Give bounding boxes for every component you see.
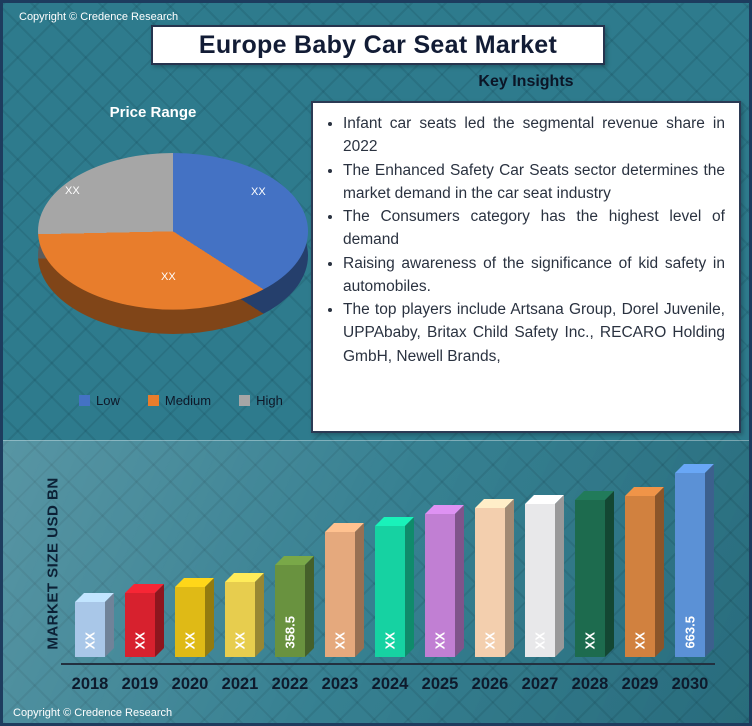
bar-value-label: XX (232, 631, 248, 649)
pie-face (38, 153, 308, 310)
insight-item: The Enhanced Safety Car Seats sector det… (343, 159, 725, 206)
bar-2025: XX (425, 505, 464, 657)
bar-2027: XX (525, 495, 564, 657)
legend-swatch-medium (147, 395, 159, 406)
bar-2028: XX (575, 491, 614, 657)
bar-value-label: XX (432, 631, 448, 649)
bar-slot-2023: XX (315, 523, 365, 657)
bar-side-face (305, 556, 314, 657)
key-insights-list: Infant car seats led the segmental reven… (325, 112, 725, 368)
bar-slot-2019: XX (115, 584, 165, 657)
bar-2029: XX (625, 487, 664, 657)
bar-value-label: XX (332, 631, 348, 649)
key-insights-panel: Infant car seats led the segmental reven… (311, 101, 741, 433)
bar-side-face (705, 464, 714, 657)
x-axis-line (61, 663, 715, 665)
legend-label-medium: Medium (164, 393, 212, 408)
bar-value-label: XX (382, 631, 398, 649)
bar-side-face (105, 593, 114, 657)
bar-side-face (205, 578, 214, 657)
insight-item: The top players include Artsana Group, D… (343, 298, 725, 368)
bar-2020: XX (175, 578, 214, 657)
legend-item-low: Low (79, 393, 120, 408)
bar-slot-2024: XX (365, 517, 415, 657)
x-tick-2020: 2020 (171, 675, 209, 693)
legend-swatch-high (239, 395, 251, 406)
bar-side-face (405, 517, 414, 657)
bar-slot-2026: XX (465, 499, 515, 657)
bar-2024: XX (375, 517, 414, 657)
bar-2023: XX (325, 523, 364, 657)
bar-2018: XX (75, 593, 114, 657)
bar-value-label: XX (482, 631, 498, 649)
x-tick-2029: 2029 (621, 675, 659, 693)
bar-side-face (355, 523, 364, 657)
bar-2030: 663.5 (675, 464, 714, 657)
pie-slice-label-medium: XX (161, 271, 176, 283)
bar-side-face (605, 491, 614, 657)
bar-value-label: 663.5 (682, 616, 698, 649)
bar-side-face (255, 573, 264, 657)
bar-value-label: XX (182, 631, 198, 649)
pie-slice-label-low: XX (251, 186, 266, 198)
bar-value-label: 358.5 (282, 616, 298, 649)
legend-item-medium: Medium (147, 393, 212, 408)
bar-2022: 358.5 (275, 556, 314, 657)
x-tick-2021: 2021 (221, 675, 259, 693)
x-tick-2025: 2025 (421, 675, 459, 693)
x-tick-2023: 2023 (321, 675, 359, 693)
x-axis: 2018 2019 2020 2021 2022 2023 2024 2025 2026 2027… (65, 675, 715, 694)
bar-side-face (505, 499, 514, 657)
x-tick-2028: 2028 (571, 675, 609, 693)
x-tick-2026: 2026 (471, 675, 509, 693)
y-axis-label: MARKET SIZE USD BN (44, 477, 62, 650)
insight-item: The Consumers category has the highest l… (343, 205, 725, 252)
pie-chart (38, 153, 308, 334)
bar-side-face (655, 487, 664, 657)
bar-2019: XX (125, 584, 164, 657)
pie-slice-label-high: XX (65, 185, 80, 197)
bar-slot-2020: XX (165, 578, 215, 657)
bar-slot-2021: XX (215, 573, 265, 657)
page-title: Europe Baby Car Seat Market (151, 25, 605, 65)
x-tick-2019: 2019 (121, 675, 159, 693)
bar-side-face (555, 495, 564, 657)
bar-side-face (455, 505, 464, 657)
bar-value-label: XX (132, 631, 148, 649)
insight-item: Raising awareness of the significance of… (343, 252, 725, 299)
pie-legend: Low Medium High (79, 393, 283, 408)
bar-slot-2029: XX (615, 487, 665, 657)
copyright-bottom: Copyright © Credence Research (13, 707, 173, 719)
legend-label-high: High (256, 393, 283, 408)
bar-side-face (155, 584, 164, 657)
bar-slot-2030: 663.5 (665, 464, 715, 657)
x-tick-2018: 2018 (71, 675, 109, 693)
bar-value-label: XX (582, 631, 598, 649)
x-tick-2030: 2030 (671, 675, 709, 693)
bar-2021: XX (225, 573, 264, 657)
legend-label-low: Low (96, 393, 120, 408)
bar-series: XX XX XX XX 358.5 XX XX XX XX XX XX XX 663.5 (65, 417, 715, 657)
legend-item-high: High (239, 393, 283, 408)
x-tick-2024: 2024 (371, 675, 409, 693)
copyright-top: Copyright © Credence Research (19, 11, 179, 23)
bar-2026: XX (475, 499, 514, 657)
bar-slot-2027: XX (515, 495, 565, 657)
bar-slot-2025: XX (415, 505, 465, 657)
key-insights-heading: Key Insights (478, 73, 574, 90)
bar-slot-2028: XX (565, 491, 615, 657)
pie-chart-title: Price Range (109, 104, 197, 121)
bar-value-label: XX (632, 631, 648, 649)
x-tick-2022: 2022 (271, 675, 309, 693)
bar-value-label: XX (82, 631, 98, 649)
bar-slot-2018: XX (65, 593, 115, 657)
insight-item: Infant car seats led the segmental reven… (343, 112, 725, 159)
x-tick-2027: 2027 (521, 675, 559, 693)
bar-value-label: XX (532, 631, 548, 649)
bar-slot-2022: 358.5 (265, 556, 315, 657)
legend-swatch-low (79, 395, 90, 406)
